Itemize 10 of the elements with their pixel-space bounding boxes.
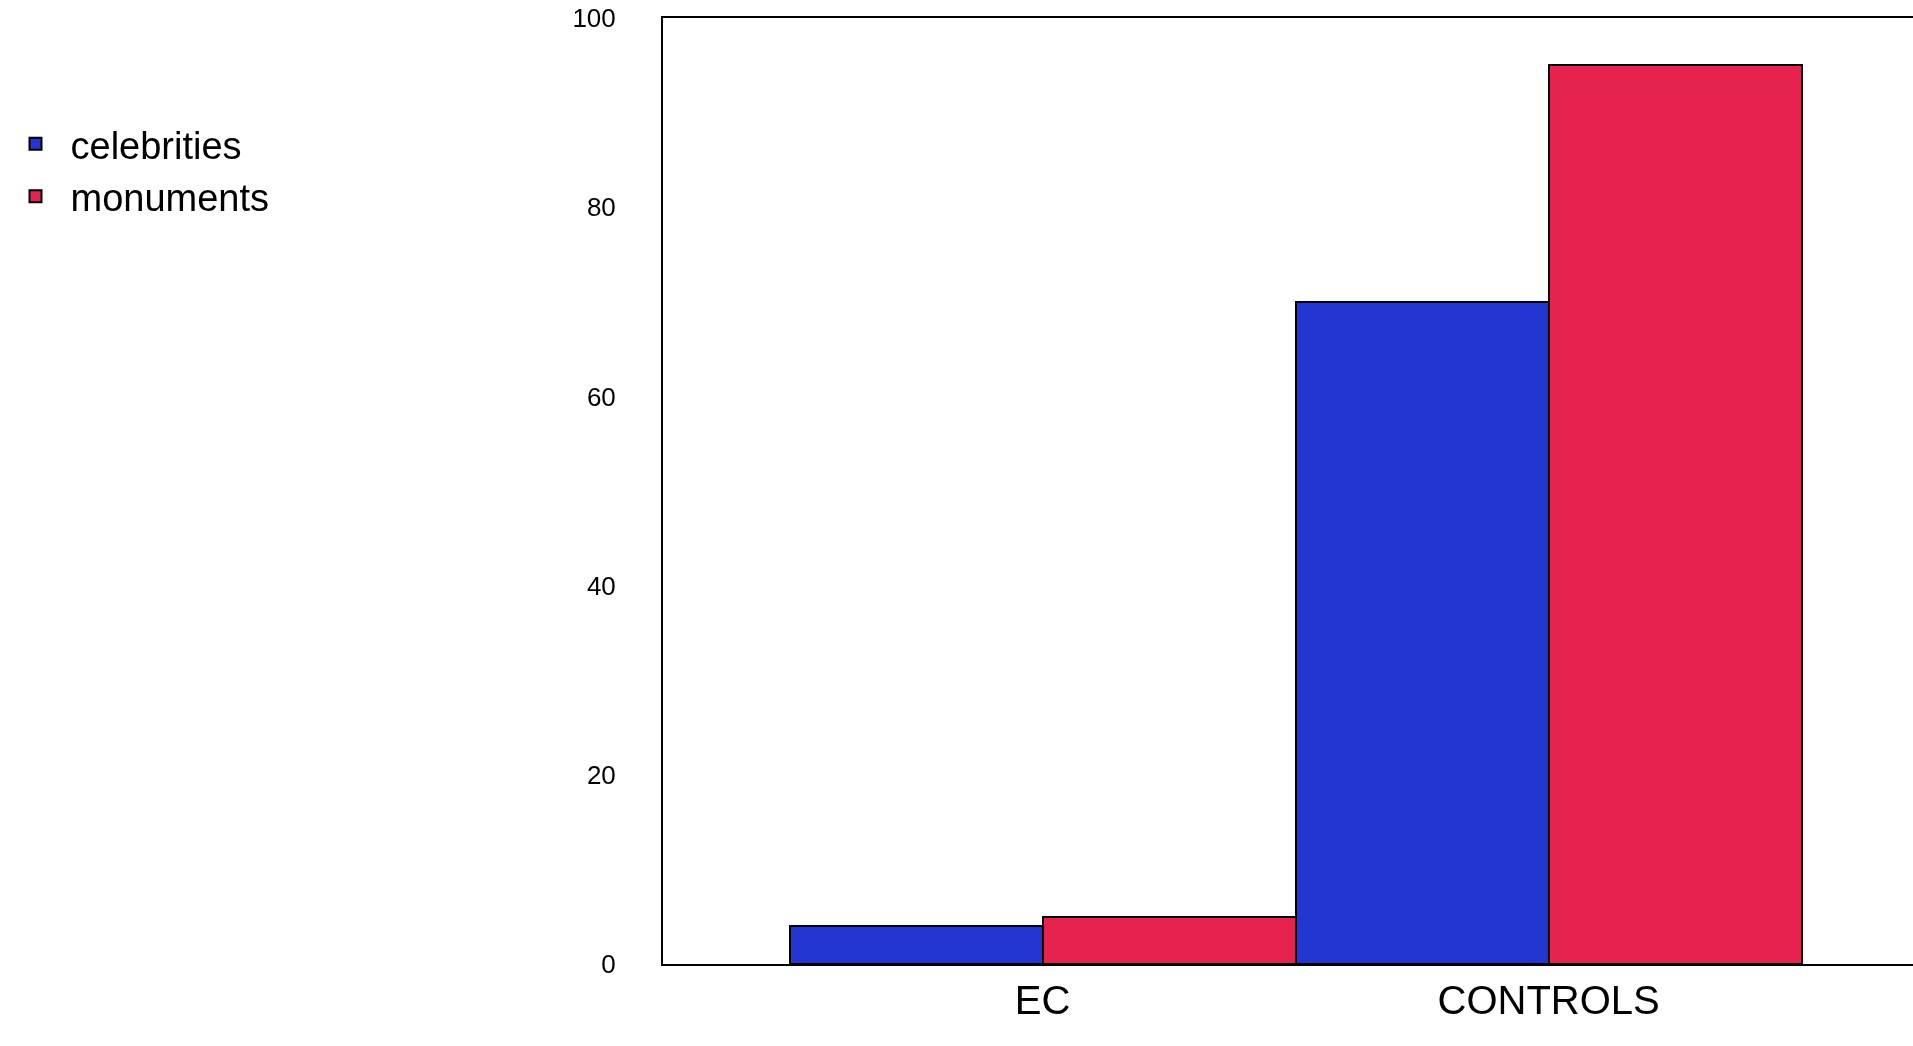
y-tick-label: 100 bbox=[572, 3, 616, 34]
y-tick-label: 40 bbox=[586, 570, 616, 601]
x-tick-label: CONTROLS bbox=[1437, 978, 1660, 1022]
x-tick-label: EC bbox=[1014, 978, 1071, 1022]
legend-label: celebrities bbox=[70, 124, 242, 167]
y-tick-label: 60 bbox=[586, 381, 616, 412]
y-tick-label: 0 bbox=[601, 949, 616, 980]
legend-label: monuments bbox=[70, 177, 270, 220]
y-tick-label: 80 bbox=[586, 192, 616, 223]
y-tick-label: 20 bbox=[586, 759, 616, 790]
